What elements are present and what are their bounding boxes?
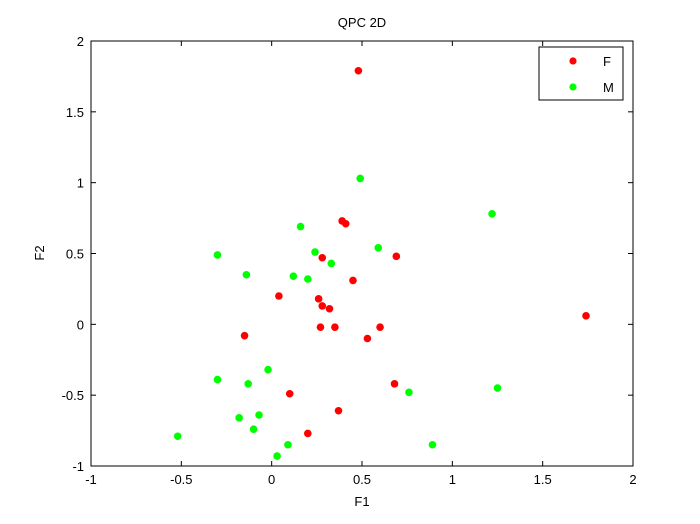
data-point-m	[374, 244, 383, 252]
legend-label-f: F	[603, 54, 611, 69]
data-point-f	[275, 292, 283, 300]
data-point-m	[242, 270, 251, 279]
x-tick-label: 0.5	[353, 472, 371, 487]
x-tick-label: -1	[85, 472, 97, 487]
data-point-m	[284, 440, 292, 449]
data-point-m	[356, 174, 364, 183]
y-tick-label: 1.5	[66, 105, 84, 120]
data-point-m	[255, 411, 263, 419]
data-point-m	[249, 425, 258, 433]
axis-ticks	[90, 40, 634, 467]
data-point-f	[240, 331, 249, 340]
data-point-f	[363, 334, 372, 343]
data-points	[173, 66, 590, 460]
data-point-m	[311, 248, 319, 256]
data-point-m	[213, 375, 222, 384]
legend-marker-m	[569, 83, 577, 91]
data-point-f	[376, 323, 384, 331]
data-point-f	[331, 323, 339, 331]
data-point-m	[289, 272, 298, 280]
data-point-f	[354, 66, 363, 75]
x-tick-label: 2	[629, 472, 636, 487]
y-axis-label: F2	[32, 245, 47, 260]
legend-label-m: M	[603, 80, 614, 95]
x-tick-label: -0.5	[170, 472, 192, 487]
data-point-f	[304, 429, 312, 438]
y-tick-label: 2	[77, 34, 84, 49]
y-tick-label: -0.5	[62, 388, 84, 403]
data-point-m	[296, 222, 305, 231]
data-point-m	[264, 365, 272, 374]
legend: F M	[538, 46, 624, 101]
y-tick-label: 1	[77, 176, 84, 191]
x-tick-label: 1	[449, 472, 456, 487]
data-point-m	[244, 380, 252, 388]
data-point-f	[316, 323, 325, 331]
data-point-f	[392, 252, 401, 261]
plot-area	[90, 40, 634, 467]
x-axis-label: F1	[354, 494, 369, 509]
data-point-f	[325, 304, 334, 313]
data-point-f	[334, 406, 343, 415]
chart-title: QPC 2D	[338, 15, 386, 30]
data-point-m	[327, 259, 336, 268]
legend-marker-f	[569, 57, 577, 65]
x-tick-label: 0	[268, 472, 275, 487]
axis-tick-labels: -1 -0.5 0 0.5 1 1.5 2 -1 -0.5 0 0.5 1 1.5 2	[62, 34, 637, 487]
data-point-m	[213, 251, 222, 259]
x-tick-label: 1.5	[534, 472, 552, 487]
data-point-m	[493, 384, 502, 392]
data-point-f	[341, 219, 350, 228]
data-point-m	[428, 440, 437, 449]
y-tick-label: 0	[77, 317, 84, 332]
data-point-m	[273, 452, 281, 460]
data-point-f	[318, 253, 327, 262]
data-point-m	[235, 414, 243, 422]
data-point-f	[582, 312, 590, 320]
data-point-f	[285, 389, 294, 398]
data-point-m	[405, 388, 413, 397]
legend-box	[538, 46, 624, 101]
data-point-m	[173, 432, 182, 441]
data-point-f	[314, 295, 323, 303]
data-point-m	[488, 210, 496, 218]
y-tick-label: 0.5	[66, 247, 84, 262]
data-point-f	[349, 276, 357, 285]
data-point-m	[304, 275, 312, 283]
data-point-f	[390, 380, 399, 388]
data-point-f	[318, 302, 327, 310]
y-tick-label: -1	[72, 459, 84, 474]
